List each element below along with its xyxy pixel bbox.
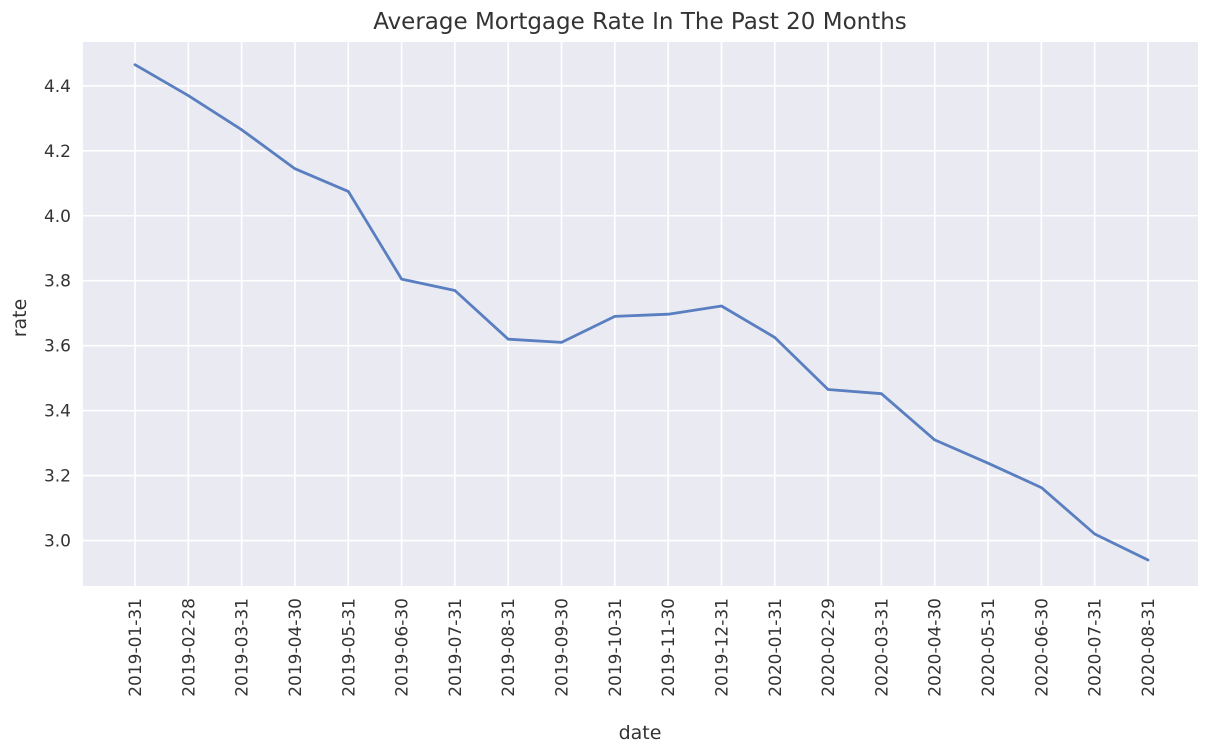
x-tick-label: 2020-02-29 [819, 598, 839, 697]
x-tick-label: 2019-09-30 [553, 598, 573, 697]
y-tick-label: 3.4 [44, 402, 71, 422]
series-layer [133, 63, 1150, 562]
x-tick-label: 2020-08-31 [1139, 598, 1159, 697]
chart-title: Average Mortgage Rate In The Past 20 Mon… [373, 9, 907, 35]
x-tick-label: 2019-03-31 [233, 598, 253, 697]
y-tick-label: 4.4 [44, 77, 71, 97]
x-tick-label: 2019-10-31 [606, 598, 626, 697]
x-tick-label: 2019-05-31 [339, 598, 359, 697]
y-tick-label: 3.2 [44, 467, 71, 487]
x-tick-label: 2020-07-31 [1086, 598, 1106, 697]
x-tick-label: 2020-03-31 [872, 598, 892, 697]
x-tick-label: 2019-04-30 [286, 598, 306, 697]
x-tick-label: 2019-07-31 [446, 598, 466, 697]
x-tick-label: 2019-06-30 [393, 598, 413, 697]
x-tick-label: 2019-11-30 [659, 598, 679, 697]
x-tick-label: 2020-06-30 [1032, 598, 1052, 697]
y-axis-ticks: 3.0 3.2 3.4 3.6 3.8 4.0 4.2 4.4 [44, 77, 71, 552]
y-axis-label: rate [9, 299, 31, 338]
x-tick-label: 2019-12-31 [712, 598, 732, 697]
x-tick-label: 2019-02-28 [179, 598, 199, 697]
y-tick-label: 3.0 [44, 532, 71, 552]
y-tick-label: 4.2 [44, 142, 71, 162]
x-axis-ticks: 2019-01-31 2019-02-28 2019-03-31 2019-04-30… [126, 598, 1159, 697]
x-tick-label: 2020-04-30 [926, 598, 946, 697]
y-tick-label: 4.0 [44, 207, 71, 227]
x-tick-label: 2020-01-31 [766, 598, 786, 697]
y-tick-label: 3.8 [44, 272, 71, 292]
x-tick-label: 2020-05-31 [979, 598, 999, 697]
series-line [133, 63, 1150, 562]
y-tick-label: 3.6 [44, 337, 71, 357]
x-tick-label: 2019-01-31 [126, 598, 146, 697]
x-tick-label: 2019-08-31 [499, 598, 519, 697]
x-axis-label: date [619, 722, 662, 744]
